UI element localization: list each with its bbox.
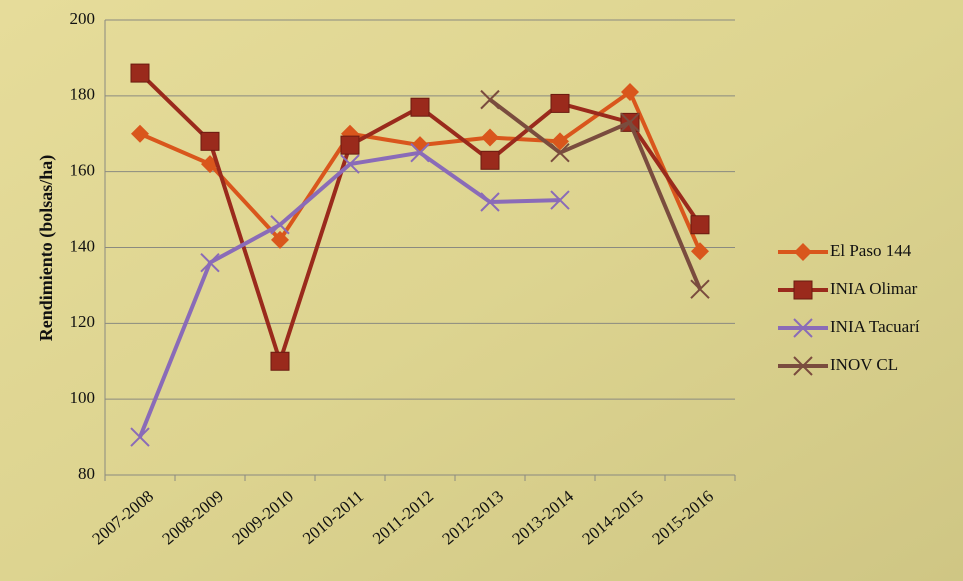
marker bbox=[480, 89, 500, 110]
marker bbox=[131, 124, 149, 143]
marker bbox=[270, 215, 290, 235]
marker bbox=[480, 192, 500, 212]
marker bbox=[200, 252, 220, 273]
marker bbox=[690, 215, 710, 235]
y-axis-label: Rendimiento (bolsas/ha) bbox=[36, 155, 57, 342]
y-tick-label: 160 bbox=[70, 161, 96, 180]
marker bbox=[793, 356, 813, 376]
marker bbox=[481, 128, 499, 147]
legend-label: El Paso 144 bbox=[830, 241, 912, 260]
marker bbox=[551, 132, 569, 151]
legend-label: INIA Tacuarí bbox=[830, 317, 920, 336]
marker bbox=[271, 230, 289, 249]
marker bbox=[691, 242, 709, 261]
legend-label: INIA Olimar bbox=[830, 279, 918, 298]
marker bbox=[130, 63, 150, 83]
marker bbox=[550, 143, 570, 163]
marker bbox=[340, 154, 360, 174]
y-tick-label: 120 bbox=[70, 312, 96, 331]
marker bbox=[793, 280, 813, 300]
y-tick-label: 200 bbox=[70, 9, 96, 28]
marker bbox=[550, 190, 570, 210]
marker bbox=[130, 427, 150, 447]
y-tick-label: 180 bbox=[70, 85, 96, 104]
marker bbox=[794, 243, 812, 261]
y-tick-label: 140 bbox=[70, 236, 96, 255]
series-line bbox=[488, 98, 702, 290]
marker bbox=[410, 143, 430, 163]
legend-label: INOV CL bbox=[830, 355, 898, 374]
marker bbox=[480, 150, 500, 170]
y-tick-label: 100 bbox=[70, 388, 96, 407]
marker bbox=[690, 279, 710, 299]
marker bbox=[200, 131, 220, 151]
marker bbox=[550, 93, 570, 113]
marker bbox=[620, 112, 640, 133]
marker bbox=[410, 97, 430, 117]
marker bbox=[621, 83, 639, 102]
marker bbox=[793, 318, 813, 338]
y-tick-label: 80 bbox=[78, 464, 95, 483]
marker bbox=[411, 136, 429, 155]
marker bbox=[340, 135, 360, 155]
marker bbox=[270, 351, 290, 371]
